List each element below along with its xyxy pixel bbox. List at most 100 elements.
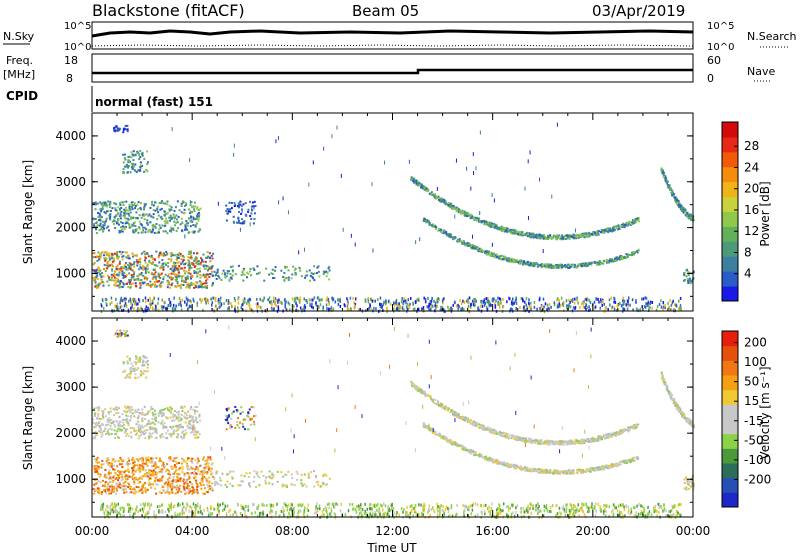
echo-cell [244, 300, 246, 304]
echo-cell [143, 218, 146, 221]
echo-cell [687, 216, 690, 219]
echo-cell [298, 266, 301, 269]
echo-cell [328, 506, 330, 510]
echo-cell [553, 301, 556, 305]
echo-cell [211, 284, 214, 287]
echo-cell [657, 502, 659, 506]
echo-cell [670, 508, 673, 512]
echo-cell [677, 511, 679, 515]
echo-cell [618, 227, 621, 230]
echo-cell [116, 305, 119, 309]
echo-cell [313, 272, 316, 275]
echo-cell [233, 202, 236, 205]
echo-cell [287, 301, 290, 305]
echo-cell [515, 296, 517, 300]
echo-cell [177, 271, 180, 274]
echo-cell [265, 267, 268, 270]
echo-cell [139, 202, 142, 205]
echo-cell [194, 509, 196, 513]
colorbar-tick-label: 20 [744, 182, 759, 196]
echo-cell [129, 282, 132, 285]
echo-cell [169, 252, 172, 255]
echo-cell [309, 302, 311, 306]
echo-cell [259, 297, 261, 301]
echo-cell [100, 216, 103, 219]
echo-cell [129, 209, 132, 212]
echo-cell [268, 510, 271, 514]
echo-cell [253, 268, 256, 271]
echo-cell [144, 469, 147, 472]
echo-cell [111, 268, 114, 271]
echo-cell [125, 128, 128, 131]
echo-cell [123, 157, 126, 160]
echo-cell [105, 202, 108, 205]
echo-cell [152, 204, 155, 207]
echo-cell [248, 270, 251, 273]
echo-cell [412, 180, 415, 183]
echo-cell [157, 510, 160, 514]
echo-cell [626, 224, 629, 227]
echo-cell [141, 214, 144, 217]
echo-cell [467, 301, 469, 305]
echo-cell [463, 308, 465, 312]
echo-cell [532, 236, 535, 239]
echo-cell [468, 214, 471, 217]
echo-cell [493, 297, 495, 301]
echo-cell [474, 217, 477, 220]
echo-cell [577, 234, 580, 237]
echo-cell [141, 281, 144, 284]
echo-cell [161, 503, 164, 507]
echo-cell [126, 128, 129, 131]
echo-cell [217, 274, 220, 277]
echo-cell [679, 514, 681, 518]
echo-cell [288, 508, 291, 512]
echo-cell [318, 305, 320, 309]
echo-cell [115, 203, 118, 206]
echo-cell [456, 240, 459, 243]
echo-cell [611, 227, 614, 230]
echo-cell [151, 257, 154, 260]
echo-cell [140, 476, 143, 479]
echo-cell [418, 181, 421, 184]
echo-cell [621, 222, 624, 225]
echo-cell [114, 226, 117, 229]
echo-cell [610, 296, 613, 300]
echo-cell [656, 509, 658, 513]
echo-cell [220, 302, 223, 306]
echo-cell [162, 268, 165, 271]
echo-cell [421, 511, 423, 515]
echo-cell [671, 514, 673, 518]
echo-cell [119, 285, 122, 288]
echo-cell [199, 261, 202, 264]
echo-cell [251, 201, 254, 204]
echo-cell [138, 226, 141, 229]
echo-cell [168, 297, 170, 301]
echo-cell [125, 463, 128, 466]
echo-cell [173, 220, 176, 223]
echo-cell [111, 276, 114, 279]
echo-cell [297, 511, 299, 515]
echo-cell [152, 228, 155, 231]
echo-cell [204, 286, 207, 289]
echo-cell [451, 514, 454, 518]
echo-cell [595, 509, 597, 513]
echo-cell [515, 307, 517, 311]
echo-cell [466, 299, 468, 303]
echo-cell [366, 507, 368, 511]
echo-cell [489, 224, 492, 227]
echo-cell [123, 271, 126, 274]
echo-cell [509, 228, 512, 231]
echo-cell [663, 507, 666, 511]
echo-cell [617, 224, 620, 227]
echo-cell [619, 257, 622, 260]
echo-cell [237, 221, 240, 224]
echo-cell [186, 225, 189, 228]
echo-cell [211, 282, 214, 285]
echo-cell [205, 276, 208, 279]
echo-cell [142, 459, 145, 462]
echo-cell [239, 511, 242, 515]
echo-cell [395, 300, 397, 304]
echo-cell [153, 274, 156, 277]
echo-cell [109, 507, 111, 511]
